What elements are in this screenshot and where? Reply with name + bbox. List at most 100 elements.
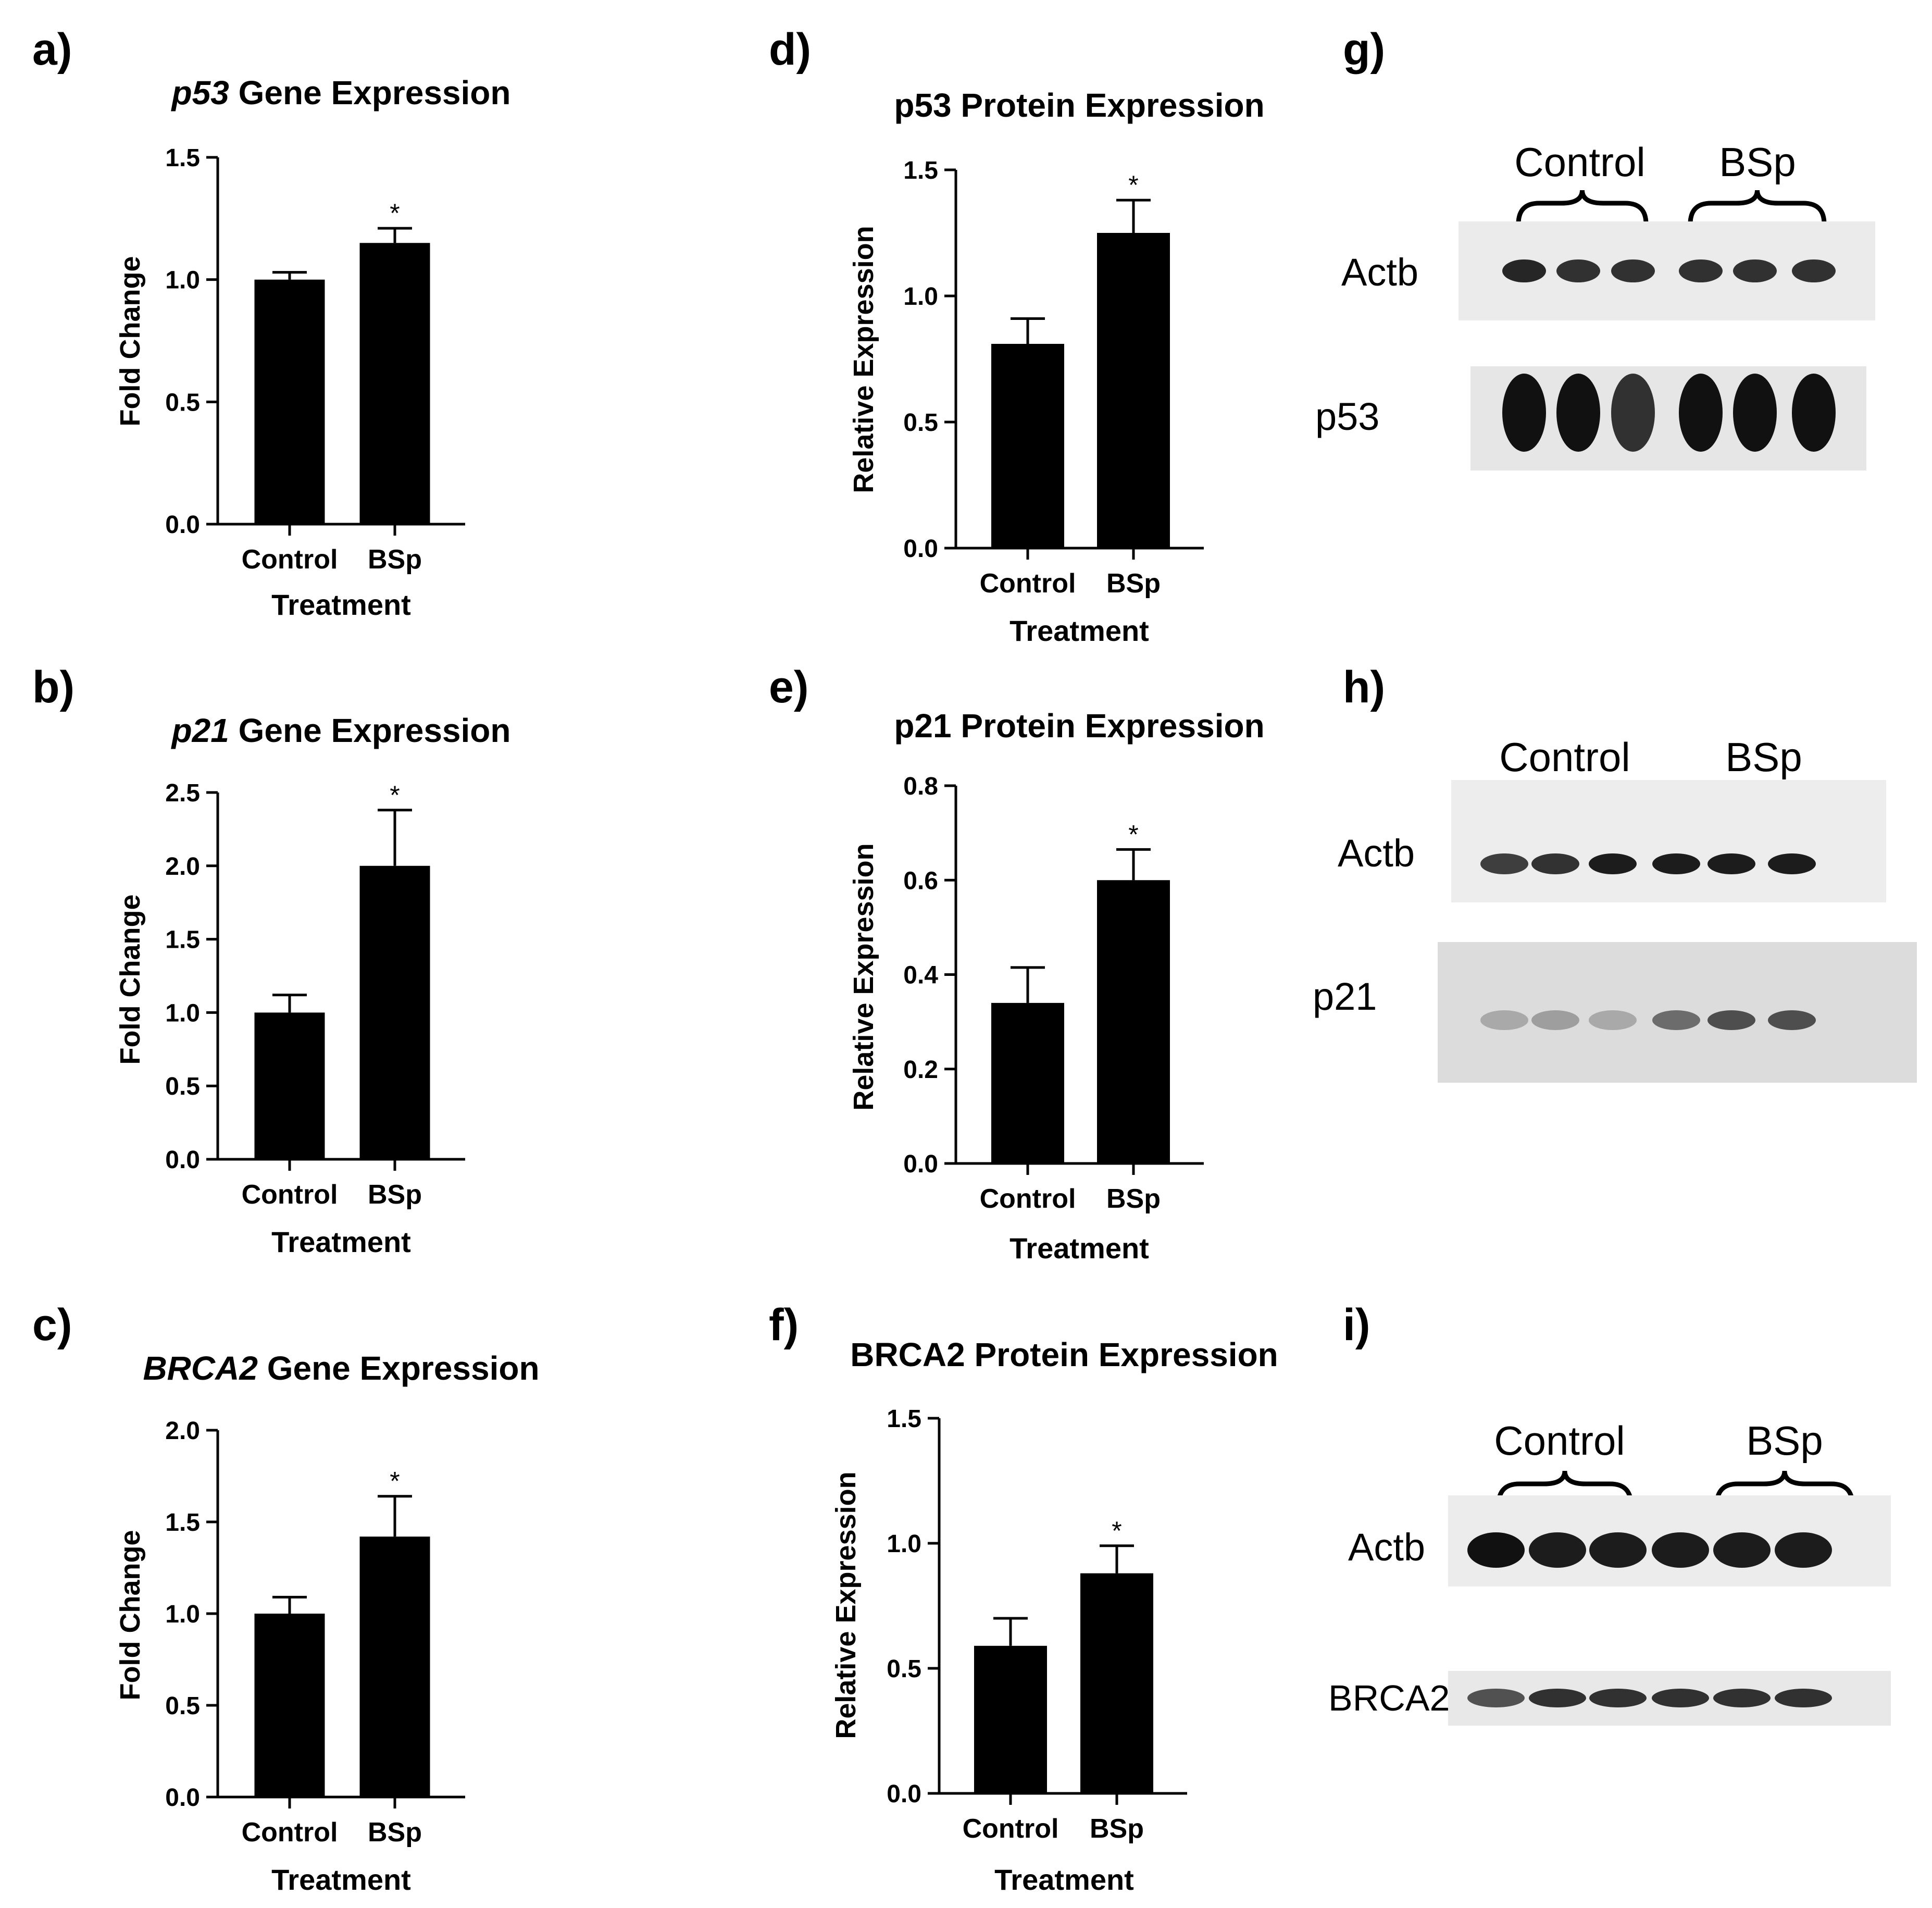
blot-band (1531, 853, 1579, 874)
blot-group-brace (1516, 190, 1649, 225)
blot-group-brace (1688, 190, 1827, 225)
y-tick-label: 0.0 (903, 1150, 938, 1178)
ylabel-e: Relative Expression (848, 843, 879, 1110)
bar-bsp (1097, 880, 1170, 1163)
x-tick-label: Control (242, 1180, 338, 1210)
x-tick-label: Control (242, 544, 338, 575)
xlabel-f: Treatment (994, 1863, 1134, 1896)
y-tick-label: 1.5 (887, 1405, 921, 1433)
x-tick-label: BSp (368, 1180, 422, 1210)
blot-band (1480, 853, 1528, 874)
y-tick-label: 2.0 (165, 853, 200, 881)
y-tick-label: 0.0 (165, 1784, 200, 1812)
blot-band (1611, 259, 1655, 282)
blot-band (1792, 259, 1836, 282)
blot-band (1679, 259, 1723, 282)
x-tick-label: BSp (368, 544, 422, 575)
x-tick-label: BSp (1106, 568, 1161, 599)
blot-band (1792, 374, 1836, 452)
significance-marker: * (390, 199, 400, 228)
title-a: p53 Gene Expression (171, 74, 511, 111)
blot-band (1480, 1010, 1528, 1030)
bar-control (254, 1012, 325, 1159)
blot-band (1652, 1689, 1709, 1707)
x-tick-label: Control (980, 568, 1076, 599)
blot-group-label: BSp (1746, 1418, 1823, 1464)
significance-marker: * (390, 1467, 400, 1496)
y-tick-label: 2.5 (165, 779, 200, 807)
blot-row-label: p21 (1313, 975, 1377, 1018)
y-tick-label: 1.5 (165, 1509, 200, 1537)
blot-band (1775, 1689, 1832, 1707)
ylabel-f: Relative Expression (830, 1471, 862, 1739)
blot-group-label: Control (1494, 1418, 1625, 1464)
significance-marker: * (1112, 1516, 1121, 1545)
bar-control (991, 343, 1064, 548)
bar-control (991, 1002, 1064, 1163)
blot-band (1589, 853, 1637, 874)
bar-bsp (359, 1537, 430, 1797)
panel-letter-b: b) (32, 662, 74, 712)
blot-band (1707, 853, 1755, 874)
chart-p53-protein-expression: 0.0 0.5 1.0 1.5 Control BSp * (903, 157, 1204, 599)
blot-band (1707, 1010, 1755, 1030)
blot-band (1531, 1010, 1579, 1030)
chart-brca2-protein-expression: 0.0 0.5 1.0 1.5 Control BSp * (887, 1405, 1187, 1844)
y-tick-label: 1.5 (165, 926, 200, 954)
y-tick-label: 0.0 (903, 535, 938, 563)
blot-group-label: BSp (1719, 139, 1796, 185)
panel-letter-e: e) (769, 662, 808, 712)
blot-band (1556, 374, 1600, 452)
blot-band (1589, 1532, 1647, 1568)
x-tick-label: Control (242, 1817, 338, 1848)
blot-row-label: Actb (1341, 251, 1418, 294)
y-tick-label: 1.0 (165, 267, 200, 294)
significance-marker: * (1128, 170, 1138, 200)
y-tick-label: 0.5 (165, 1692, 200, 1720)
blot-band (1733, 259, 1777, 282)
blot-band (1652, 1010, 1700, 1030)
panel-letter-f: f) (769, 1300, 799, 1350)
chart-p21-protein-expression: 0.0 0.2 0.4 0.6 0.8 Control BSp * (903, 773, 1204, 1214)
title-e: p21 Protein Expression (894, 707, 1264, 745)
blot-band (1502, 259, 1546, 282)
blot-group-label: Control (1514, 139, 1645, 185)
title-d: p53 Protein Expression (894, 86, 1264, 124)
blot-band (1529, 1532, 1586, 1568)
blot-group-label: Control (1499, 734, 1630, 780)
y-tick-label: 1.0 (165, 999, 200, 1027)
panel-letter-c: c) (32, 1300, 72, 1350)
blot-band (1589, 1689, 1647, 1707)
blot-membrane (1451, 780, 1886, 902)
blot-band (1611, 374, 1655, 452)
blot-band (1679, 374, 1723, 452)
y-tick-label: 0.4 (903, 962, 938, 989)
panel-letter-i: i) (1343, 1300, 1370, 1350)
y-tick-label: 2.0 (165, 1417, 200, 1445)
blot-band (1652, 853, 1700, 874)
blot-band (1768, 1010, 1816, 1030)
panel-letter-a: a) (32, 24, 72, 75)
y-tick-label: 0.0 (165, 511, 200, 539)
bar-bsp (359, 865, 430, 1159)
blot-band (1768, 853, 1816, 874)
chart-p21-gene-expression: 0.0 0.5 1.0 1.5 2.0 2.5 Control BSp * (165, 779, 465, 1210)
y-tick-label: 0.6 (903, 867, 938, 895)
western-blot-p21: Control BSp Actb p21 (1313, 734, 1917, 1083)
western-blot-p53: Control BSp Actb p53 (1315, 139, 1875, 470)
y-tick-label: 0.0 (887, 1780, 921, 1808)
blot-row-label: p53 (1315, 395, 1379, 438)
title-f: BRCA2 Protein Expression (850, 1336, 1278, 1373)
y-tick-label: 1.5 (165, 144, 200, 172)
y-tick-label: 0.5 (165, 389, 200, 416)
panel-letter-h: h) (1343, 662, 1385, 712)
blot-band (1713, 1532, 1771, 1568)
ylabel-a: Fold Change (115, 256, 146, 427)
x-tick-label: BSp (1106, 1184, 1161, 1214)
x-tick-label: BSp (1090, 1814, 1144, 1844)
ylabel-d: Relative Expression (848, 226, 879, 493)
blot-band (1502, 374, 1546, 452)
blot-band (1733, 374, 1777, 452)
y-tick-label: 1.0 (903, 283, 938, 311)
blot-band (1467, 1689, 1525, 1707)
